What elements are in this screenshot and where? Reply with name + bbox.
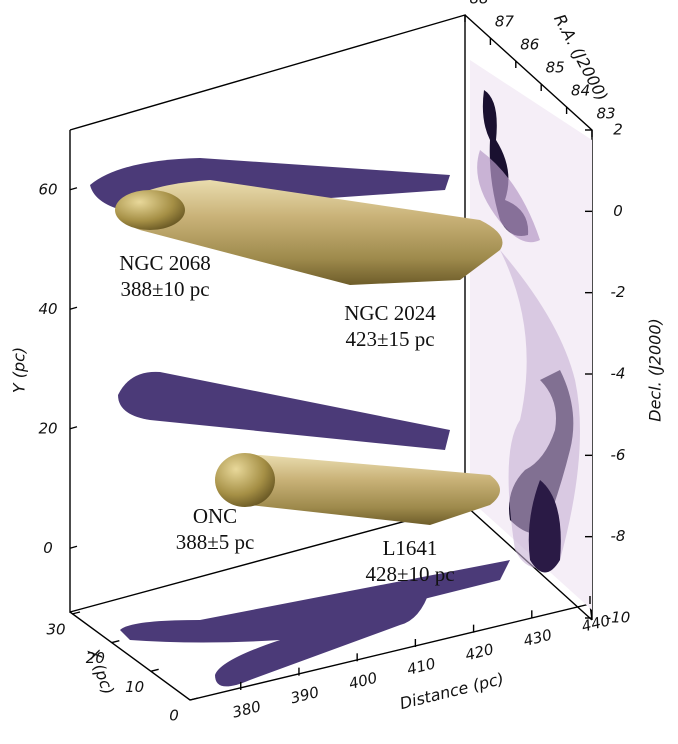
- tick-mark: [150, 668, 159, 673]
- annotation-name: NGC 2068: [119, 251, 211, 275]
- annotation-name: ONC: [193, 504, 237, 528]
- y2-tick-label: 2: [613, 121, 623, 139]
- x2-tick-label: 83: [596, 105, 615, 123]
- x-tick-label: 400: [347, 669, 379, 693]
- z-tick-label: 10: [125, 678, 144, 696]
- tick-mark: [71, 611, 81, 615]
- tick-mark: [69, 187, 78, 191]
- x2-tick-label: 88: [469, 0, 488, 8]
- tick-mark: [189, 697, 199, 701]
- z-tick-label: 0: [169, 707, 179, 725]
- y-tick-label: 40: [38, 300, 57, 318]
- x2-tick-label: 84: [571, 82, 590, 100]
- annotation-distance: 428±10 pc: [365, 562, 454, 586]
- x-tick-label: 390: [289, 683, 321, 707]
- x-tick-label: 420: [463, 640, 495, 664]
- tick-mark: [69, 306, 78, 310]
- x-tick-label: 380: [231, 697, 263, 721]
- cloud-tube: [115, 180, 503, 525]
- x2-tick-label: 85: [546, 59, 565, 77]
- annotation-distance: 388±10 pc: [120, 277, 209, 301]
- x2-tick-label: 87: [495, 13, 515, 31]
- z-tick-label: 30: [46, 621, 65, 639]
- y2-tick-label: -4: [611, 365, 626, 383]
- y2-axis-label: Decl. (J2000): [646, 318, 665, 422]
- density-map: [470, 60, 592, 610]
- x2-tick-label: 86: [520, 36, 539, 54]
- y2-tick-label: -8: [611, 527, 626, 545]
- tick-mark: [111, 639, 120, 644]
- annotation-distance: 423±15 pc: [345, 327, 434, 351]
- y2-tick-label: -10: [606, 609, 631, 627]
- y-tick-label: 20: [38, 419, 57, 437]
- annotation-name: NGC 2024: [344, 301, 436, 325]
- annotation-name: L1641: [383, 536, 438, 560]
- y2-tick-label: -2: [611, 283, 626, 301]
- y2-tick-label: 0: [613, 202, 623, 220]
- y2-tick-label: -6: [611, 446, 626, 464]
- x-tick-label: 430: [522, 626, 554, 650]
- y-tick-label: 60: [38, 180, 57, 198]
- tick-mark: [69, 545, 78, 549]
- y-axis-label: Y (pc): [10, 347, 29, 393]
- y-tick-label: 0: [43, 539, 53, 557]
- z-tick-label: 20: [86, 649, 105, 667]
- x-tick-label: 410: [405, 654, 437, 678]
- tick-mark: [69, 426, 78, 430]
- annotation-distance: 388±5 pc: [176, 530, 255, 554]
